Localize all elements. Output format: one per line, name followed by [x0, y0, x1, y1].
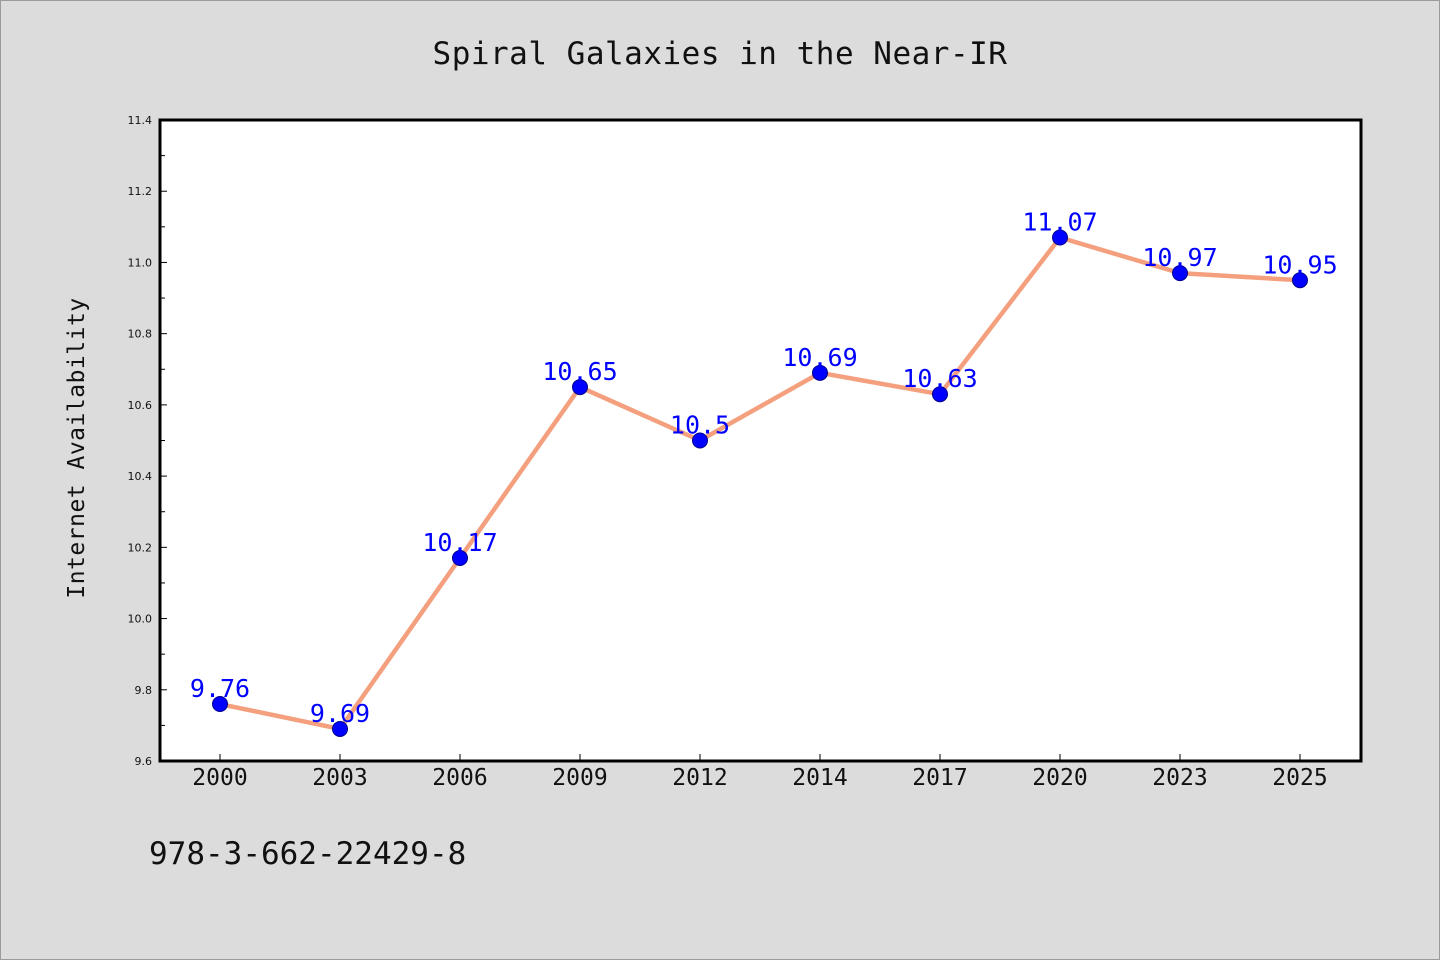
chart-title: Spiral Galaxies in the Near-IR	[433, 36, 1008, 72]
x-tick-label: 2025	[1272, 765, 1327, 791]
x-tick-label: 2017	[912, 765, 967, 791]
data-point	[1172, 265, 1188, 282]
data-label: 11.07	[1022, 208, 1097, 237]
y-tick-label: 9.6	[135, 755, 153, 768]
data-point	[812, 364, 828, 381]
x-tick-label: 2023	[1152, 765, 1207, 791]
x-tick-label: 2006	[432, 765, 487, 791]
x-tick-label: 2014	[792, 765, 847, 791]
y-tick-label: 10.2	[128, 541, 153, 554]
data-label: 10.95	[1262, 250, 1337, 279]
marker-group	[212, 229, 1308, 737]
y-axis-label: Internet Availability	[64, 297, 90, 598]
series-line	[217, 235, 1303, 732]
data-label: 10.97	[1142, 243, 1217, 272]
data-label: 9.69	[310, 699, 370, 728]
data-label: 10.65	[542, 357, 617, 386]
series-line-group	[217, 235, 1303, 732]
y-tick-label: 11.2	[128, 185, 153, 198]
data-label: 10.63	[902, 364, 977, 393]
x-axis-ticks: 2000 2003 2006 2009 2012 2014 2017 2020 2023 2025	[192, 754, 1328, 791]
data-point	[332, 720, 348, 737]
plot-area	[158, 118, 1363, 763]
data-point	[1052, 229, 1068, 246]
isbn-text: 978-3-662-22429-8	[149, 836, 466, 872]
data-point	[572, 379, 588, 396]
y-tick-label: 11.4	[128, 114, 153, 127]
data-label: 10.17	[422, 528, 497, 557]
y-tick-label: 10.8	[128, 328, 153, 341]
data-point	[932, 386, 948, 403]
y-tick-label: 10.0	[128, 613, 153, 626]
data-label-group: 9.76 9.69 10.17 10.65 10.5 10.69 10.63 11.07 10.…	[190, 208, 1338, 728]
data-label: 10.5	[670, 411, 730, 440]
y-axis-ticks: 9.6 9.8 10.0 10.2 10.4 10.6 10.8 11.0 11.2 11.4	[128, 114, 167, 768]
x-tick-label: 2020	[1032, 765, 1087, 791]
x-tick-label: 2012	[672, 765, 727, 791]
data-label: 9.76	[190, 674, 250, 703]
x-tick-label: 2000	[192, 765, 247, 791]
data-point	[212, 696, 228, 713]
y-tick-label: 10.6	[128, 399, 153, 412]
x-tick-label: 2009	[552, 765, 607, 791]
data-point	[692, 432, 708, 449]
y-tick-label: 10.4	[128, 470, 153, 483]
y-tick-label: 9.8	[135, 684, 153, 697]
data-point	[1292, 272, 1308, 289]
x-tick-label: 2003	[312, 765, 367, 791]
y-tick-label: 11.0	[128, 256, 153, 269]
data-label: 10.69	[782, 343, 857, 372]
data-point	[452, 550, 468, 567]
